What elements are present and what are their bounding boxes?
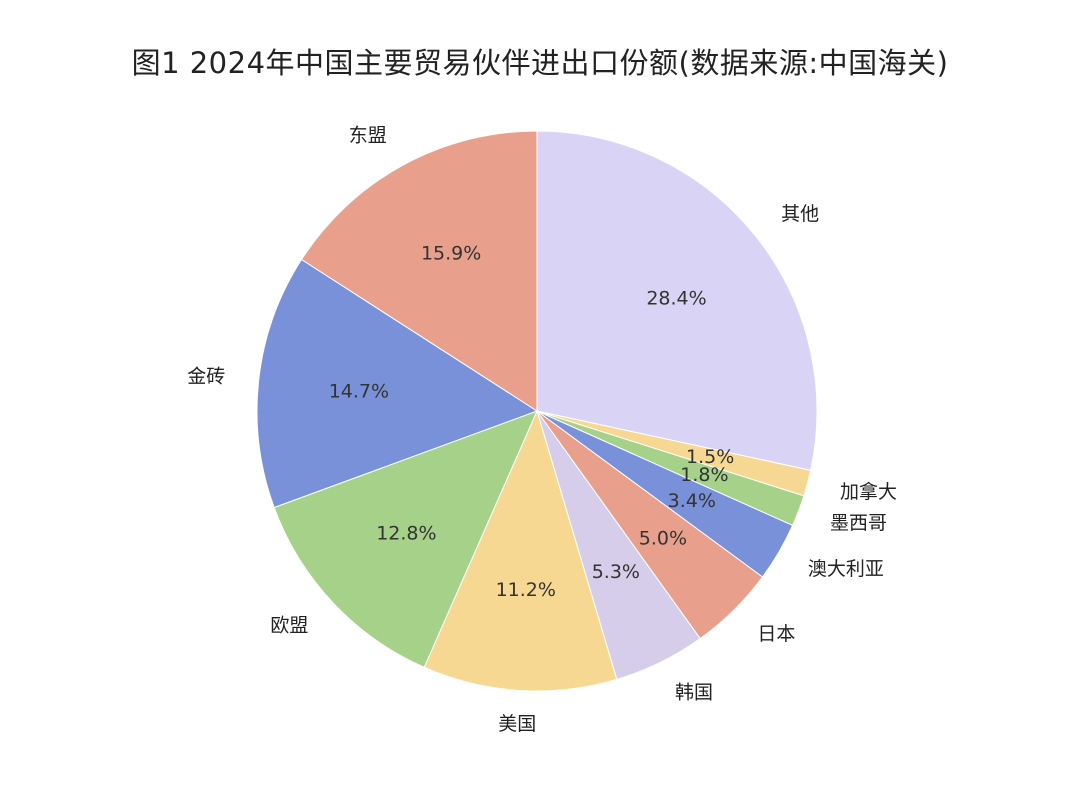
- category-label-8: 金砖: [187, 366, 225, 388]
- pie-slices: [256, 130, 818, 692]
- slice-9: [300, 130, 538, 412]
- percent-label-1: 1.5%: [686, 446, 734, 468]
- category-label-1: 加拿大: [840, 480, 897, 503]
- percent-label-7: 12.8%: [376, 523, 436, 545]
- category-label-5: 韩国: [675, 682, 713, 704]
- percent-label-8: 14.7%: [329, 380, 389, 402]
- percent-label-6: 11.2%: [496, 579, 556, 601]
- percent-labels: 28.4% 1.5%1.8% 3.4% 5.0% 5.3% 11.2% 12.8% 14.7%…: [329, 243, 735, 601]
- percent-label-3: 3.4%: [668, 490, 716, 512]
- slice-0: [536, 130, 818, 471]
- category-label-0: 其他: [781, 203, 819, 225]
- slice-6: [423, 409, 618, 692]
- category-label-7: 欧盟: [270, 615, 308, 637]
- percent-label-4: 5.0%: [639, 528, 687, 550]
- category-label-9: 东盟: [349, 125, 387, 147]
- percent-label-0: 28.4%: [646, 288, 706, 310]
- slice-7: [273, 410, 538, 668]
- category-label-3: 澳大利亚: [808, 558, 884, 580]
- percent-label-2: 1.8%: [680, 464, 728, 486]
- percent-label-9: 15.9%: [421, 243, 481, 265]
- slice-8: [256, 258, 539, 509]
- chart-title: 图1 2024年中国主要贸易伙伴进出口份额(数据来源:中国海关): [131, 46, 949, 80]
- percent-label-5: 5.3%: [592, 561, 640, 583]
- category-label-4: 日本: [757, 623, 795, 645]
- category-label-2: 墨西哥: [830, 512, 887, 534]
- category-label-6: 美国: [498, 713, 536, 735]
